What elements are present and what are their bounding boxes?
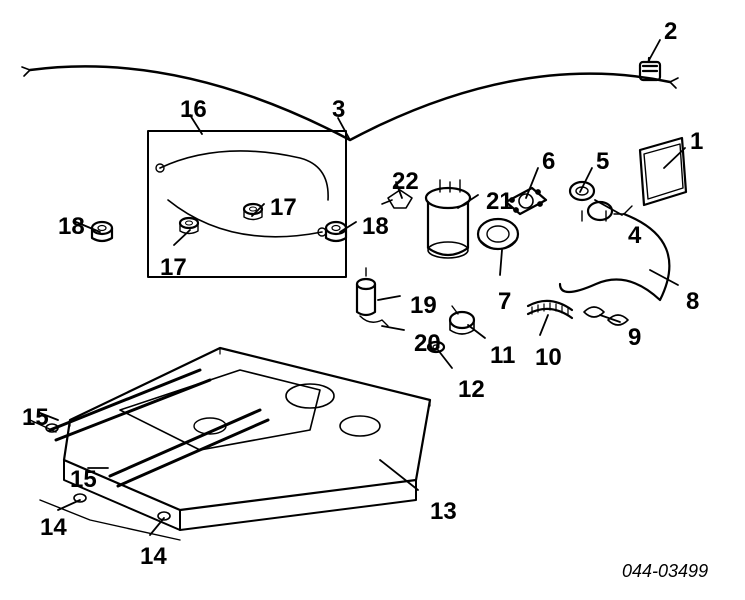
callout-18b: 18 xyxy=(362,215,389,239)
callout-17: 17 xyxy=(160,256,187,280)
fuel-system-diagram: 1234567891011121314141515161717181819202… xyxy=(0,0,745,600)
callout-8: 8 xyxy=(686,290,699,314)
callout-11: 11 xyxy=(490,344,515,368)
callout-15: 15 xyxy=(22,406,49,430)
callout-2: 2 xyxy=(664,20,677,44)
callout-18: 18 xyxy=(58,215,85,239)
callout-1: 1 xyxy=(690,130,703,154)
callout-14: 14 xyxy=(40,516,67,540)
callout-16: 16 xyxy=(180,98,207,122)
callout-15b: 15 xyxy=(70,468,97,492)
callout-19: 19 xyxy=(410,294,437,318)
callout-3: 3 xyxy=(332,98,345,122)
callout-21: 21 xyxy=(486,190,513,214)
callout-4: 4 xyxy=(628,224,641,248)
callout-17b: 17 xyxy=(270,196,297,220)
callout-22: 22 xyxy=(392,170,419,194)
callout-20: 20 xyxy=(414,332,441,356)
callout-6: 6 xyxy=(542,150,555,174)
callout-9: 9 xyxy=(628,326,641,350)
callout-10: 10 xyxy=(535,346,562,370)
callout-14b: 14 xyxy=(140,545,167,569)
callout-5: 5 xyxy=(596,150,609,174)
callout-13: 13 xyxy=(430,500,457,524)
callout-12: 12 xyxy=(458,378,485,402)
diagram-svg xyxy=(0,0,745,600)
diagram-part-number: 044-03499 xyxy=(622,562,708,580)
callout-7: 7 xyxy=(498,290,511,314)
